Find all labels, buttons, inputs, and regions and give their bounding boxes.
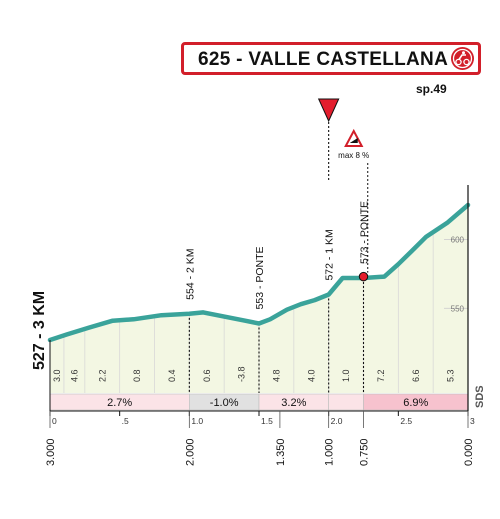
remaining-distance-label: 1.350 bbox=[275, 438, 287, 466]
gradient-band bbox=[328, 393, 364, 411]
distance-axis-layer: 0 .5 1.0 1.5 2.0 2.5 3 3.000 2.000 1.350 1.000 0.75… bbox=[45, 185, 486, 466]
distance-tick-label: 1.5 bbox=[261, 416, 273, 426]
elevation-tick-label: 550 bbox=[451, 304, 465, 313]
segment-gradient-label: 4.6 bbox=[69, 369, 79, 382]
remaining-distance-label: 3.000 bbox=[45, 438, 57, 466]
road-label: sp.49 bbox=[416, 82, 447, 96]
gpm-point bbox=[358, 271, 369, 282]
segment-gradient-label: 0.8 bbox=[132, 369, 142, 382]
gradient-band-layer: 2.7% -1.0% 3.2% 6.9% bbox=[49, 393, 469, 411]
finish-title-box: 625 - VALLE CASTELLANA bbox=[181, 42, 481, 75]
marker-layer bbox=[188, 98, 369, 393]
elevation-tick-label: 600 bbox=[451, 235, 465, 244]
segment-gradient-label: 1.0 bbox=[341, 369, 351, 382]
segment-gradient-label: 0.6 bbox=[202, 369, 212, 382]
remaining-distance-label: 0.750 bbox=[359, 438, 371, 466]
steep-gradient-icon-wedge bbox=[349, 138, 358, 143]
gradient-band-label: 6.9% bbox=[403, 397, 428, 409]
profile-line bbox=[47, 202, 471, 343]
segment-gradient-label: 3.0 bbox=[52, 369, 62, 382]
profile-line-layer bbox=[47, 202, 471, 343]
segment-gradient-label: 4.0 bbox=[306, 369, 316, 382]
distance-tick-label: 2.0 bbox=[331, 416, 343, 426]
sds-logo-text: SDS bbox=[474, 385, 486, 408]
distance-tick-label: .5 bbox=[122, 416, 129, 426]
segment-gradient-label: -3.8 bbox=[237, 366, 247, 382]
red-triangle-icon bbox=[317, 98, 340, 123]
km-marker-label: 554 - 2 KM bbox=[184, 248, 196, 299]
km-marker-label: 572 - 1 KM bbox=[324, 229, 336, 280]
finish-flag-icon bbox=[451, 47, 474, 70]
km-marker-label: 573 - PONTE bbox=[359, 201, 371, 264]
finish-title: 625 - VALLE CASTELLANA bbox=[198, 49, 449, 70]
distance-tick-label: 1.0 bbox=[191, 416, 203, 426]
distance-tick-label: 2.5 bbox=[400, 416, 412, 426]
gpm-label: max 8 % bbox=[338, 151, 369, 160]
segment-gradient-label: 4.8 bbox=[271, 369, 281, 382]
segment-gradient-label: 0.4 bbox=[167, 369, 177, 382]
segment-gradient-label: 6.6 bbox=[411, 369, 421, 382]
remaining-distance-label: 0.000 bbox=[463, 438, 475, 466]
label-layer: 600 550 3.0 4.6 2.2 0.8 0.4 0.6 -3.8 4.8 4.0 1.0 7.2… bbox=[31, 151, 465, 382]
segment-gradient-label: 5.3 bbox=[446, 369, 456, 382]
gradient-band-label: 3.2% bbox=[281, 397, 306, 409]
gradient-band-label: -1.0% bbox=[210, 397, 239, 409]
steep-gradient-icon bbox=[344, 128, 364, 147]
segment-gradient-label: 2.2 bbox=[97, 369, 107, 382]
gradient-band-label: 2.7% bbox=[107, 397, 132, 409]
remaining-distance-label: 1.000 bbox=[324, 438, 336, 466]
km-marker-label: 553 - PONTE bbox=[254, 246, 266, 309]
remaining-distance-label: 2.000 bbox=[184, 438, 196, 466]
start-elevation-label: 527 - 3 KM bbox=[31, 291, 48, 370]
segment-gradient-label: 7.2 bbox=[376, 369, 386, 382]
distance-tick-label: 0 bbox=[52, 416, 57, 426]
distance-tick-label: 3 bbox=[470, 416, 475, 426]
